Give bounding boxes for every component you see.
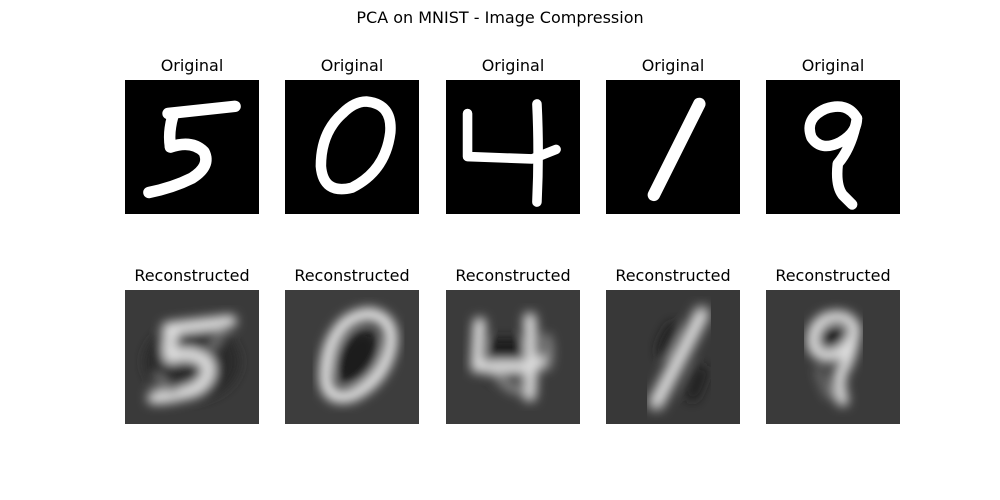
digit-5-reconstructed-image xyxy=(125,290,259,424)
digit-0-reconstructed-image xyxy=(285,290,419,424)
digit-image-original xyxy=(766,80,900,214)
digit-image-reconstructed xyxy=(125,290,259,424)
panel-title: Original xyxy=(641,56,705,75)
panel-title: Reconstructed xyxy=(455,266,571,285)
panel-title: Reconstructed xyxy=(615,266,731,285)
digit-image-original xyxy=(125,80,259,214)
digit-image-reconstructed xyxy=(285,290,419,424)
panel-title: Reconstructed xyxy=(134,266,250,285)
digit-image-original xyxy=(285,80,419,214)
digit-1-original-image xyxy=(606,80,740,214)
panel-title: Original xyxy=(801,56,865,75)
digit-9-original-image xyxy=(766,80,900,214)
digit-4-original-image xyxy=(446,80,580,214)
digit-image-original xyxy=(446,80,580,214)
digit-image-reconstructed xyxy=(766,290,900,424)
digit-9-reconstructed-image xyxy=(766,290,900,424)
panel-title: Reconstructed xyxy=(294,266,410,285)
digit-image-original xyxy=(606,80,740,214)
digit-0-original-image xyxy=(285,80,419,214)
digit-5-original-image xyxy=(125,80,259,214)
panel-title: Original xyxy=(481,56,545,75)
panel-title: Original xyxy=(320,56,384,75)
panel-title: Reconstructed xyxy=(775,266,891,285)
digit-image-reconstructed xyxy=(606,290,740,424)
figure-title: PCA on MNIST - Image Compression xyxy=(356,8,644,27)
digit-image-reconstructed xyxy=(446,290,580,424)
digit-1-reconstructed-image xyxy=(606,290,740,424)
panel-title: Original xyxy=(160,56,224,75)
digit-4-reconstructed-image xyxy=(446,290,580,424)
